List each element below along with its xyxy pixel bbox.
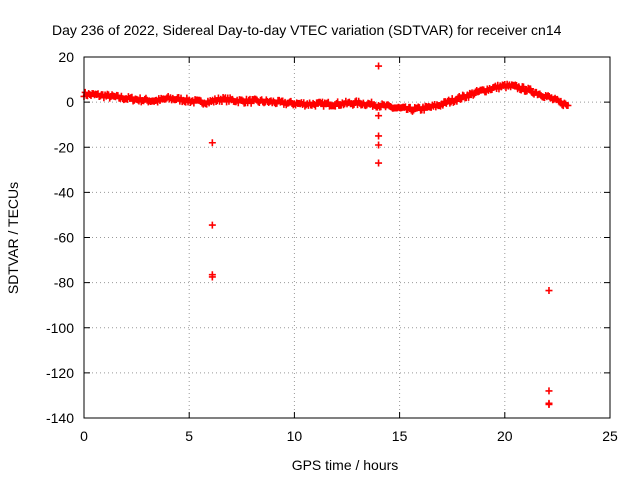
y-tick-label: 0 <box>66 94 74 110</box>
x-tick-label: 5 <box>185 428 193 444</box>
y-tick-label: 20 <box>58 49 74 65</box>
x-tick-label: 10 <box>287 428 303 444</box>
y-axis-label: SDTVAR / TECUs <box>5 182 21 294</box>
sdtvar-point <box>439 101 447 109</box>
outlier-point <box>545 387 553 395</box>
y-tick-label: -100 <box>46 320 74 336</box>
y-tick-label: -20 <box>54 139 74 155</box>
x-tick-label: 25 <box>602 428 618 444</box>
y-tick-label: -60 <box>54 230 74 246</box>
sdtvar-point <box>408 107 416 115</box>
outlier-point <box>545 287 553 295</box>
gridlines <box>84 57 610 418</box>
outlier-point <box>208 221 216 229</box>
outlier-point <box>208 139 216 147</box>
sdtvar-point <box>334 98 342 106</box>
outlier-point <box>375 141 383 149</box>
sdtvar-point <box>527 85 535 93</box>
chart-title: Day 236 of 2022, Sidereal Day-to-day VTE… <box>52 22 562 38</box>
sdtvar-point <box>557 97 565 105</box>
x-tick-label: 15 <box>392 428 408 444</box>
sdtvar-point <box>247 99 255 107</box>
plot-frame <box>83 56 611 419</box>
sdtvar-point <box>420 106 428 114</box>
axis-ticks: 0 5 10 15 20 25 20 0 -20 -40 -60 -80 -100 -120 -140 <box>46 49 618 444</box>
sdtvar-point <box>564 102 572 110</box>
x-axis-label: GPS time / hours <box>292 457 399 473</box>
outlier-point <box>375 62 383 70</box>
x-tick-label: 0 <box>80 428 88 444</box>
outlier-point <box>375 159 383 167</box>
y-tick-label: -40 <box>54 184 74 200</box>
outlier-point <box>545 400 553 408</box>
sdtvar-series <box>80 62 572 408</box>
y-tick-label: -140 <box>46 410 74 426</box>
y-tick-label: -120 <box>46 365 74 381</box>
outlier-point <box>208 273 216 281</box>
sdtvar-point <box>453 97 461 105</box>
outlier-point <box>375 112 383 120</box>
sdtvar-point <box>520 83 528 91</box>
y-tick-label: -80 <box>54 275 74 291</box>
x-tick-label: 20 <box>497 428 513 444</box>
outlier-point <box>375 132 383 140</box>
